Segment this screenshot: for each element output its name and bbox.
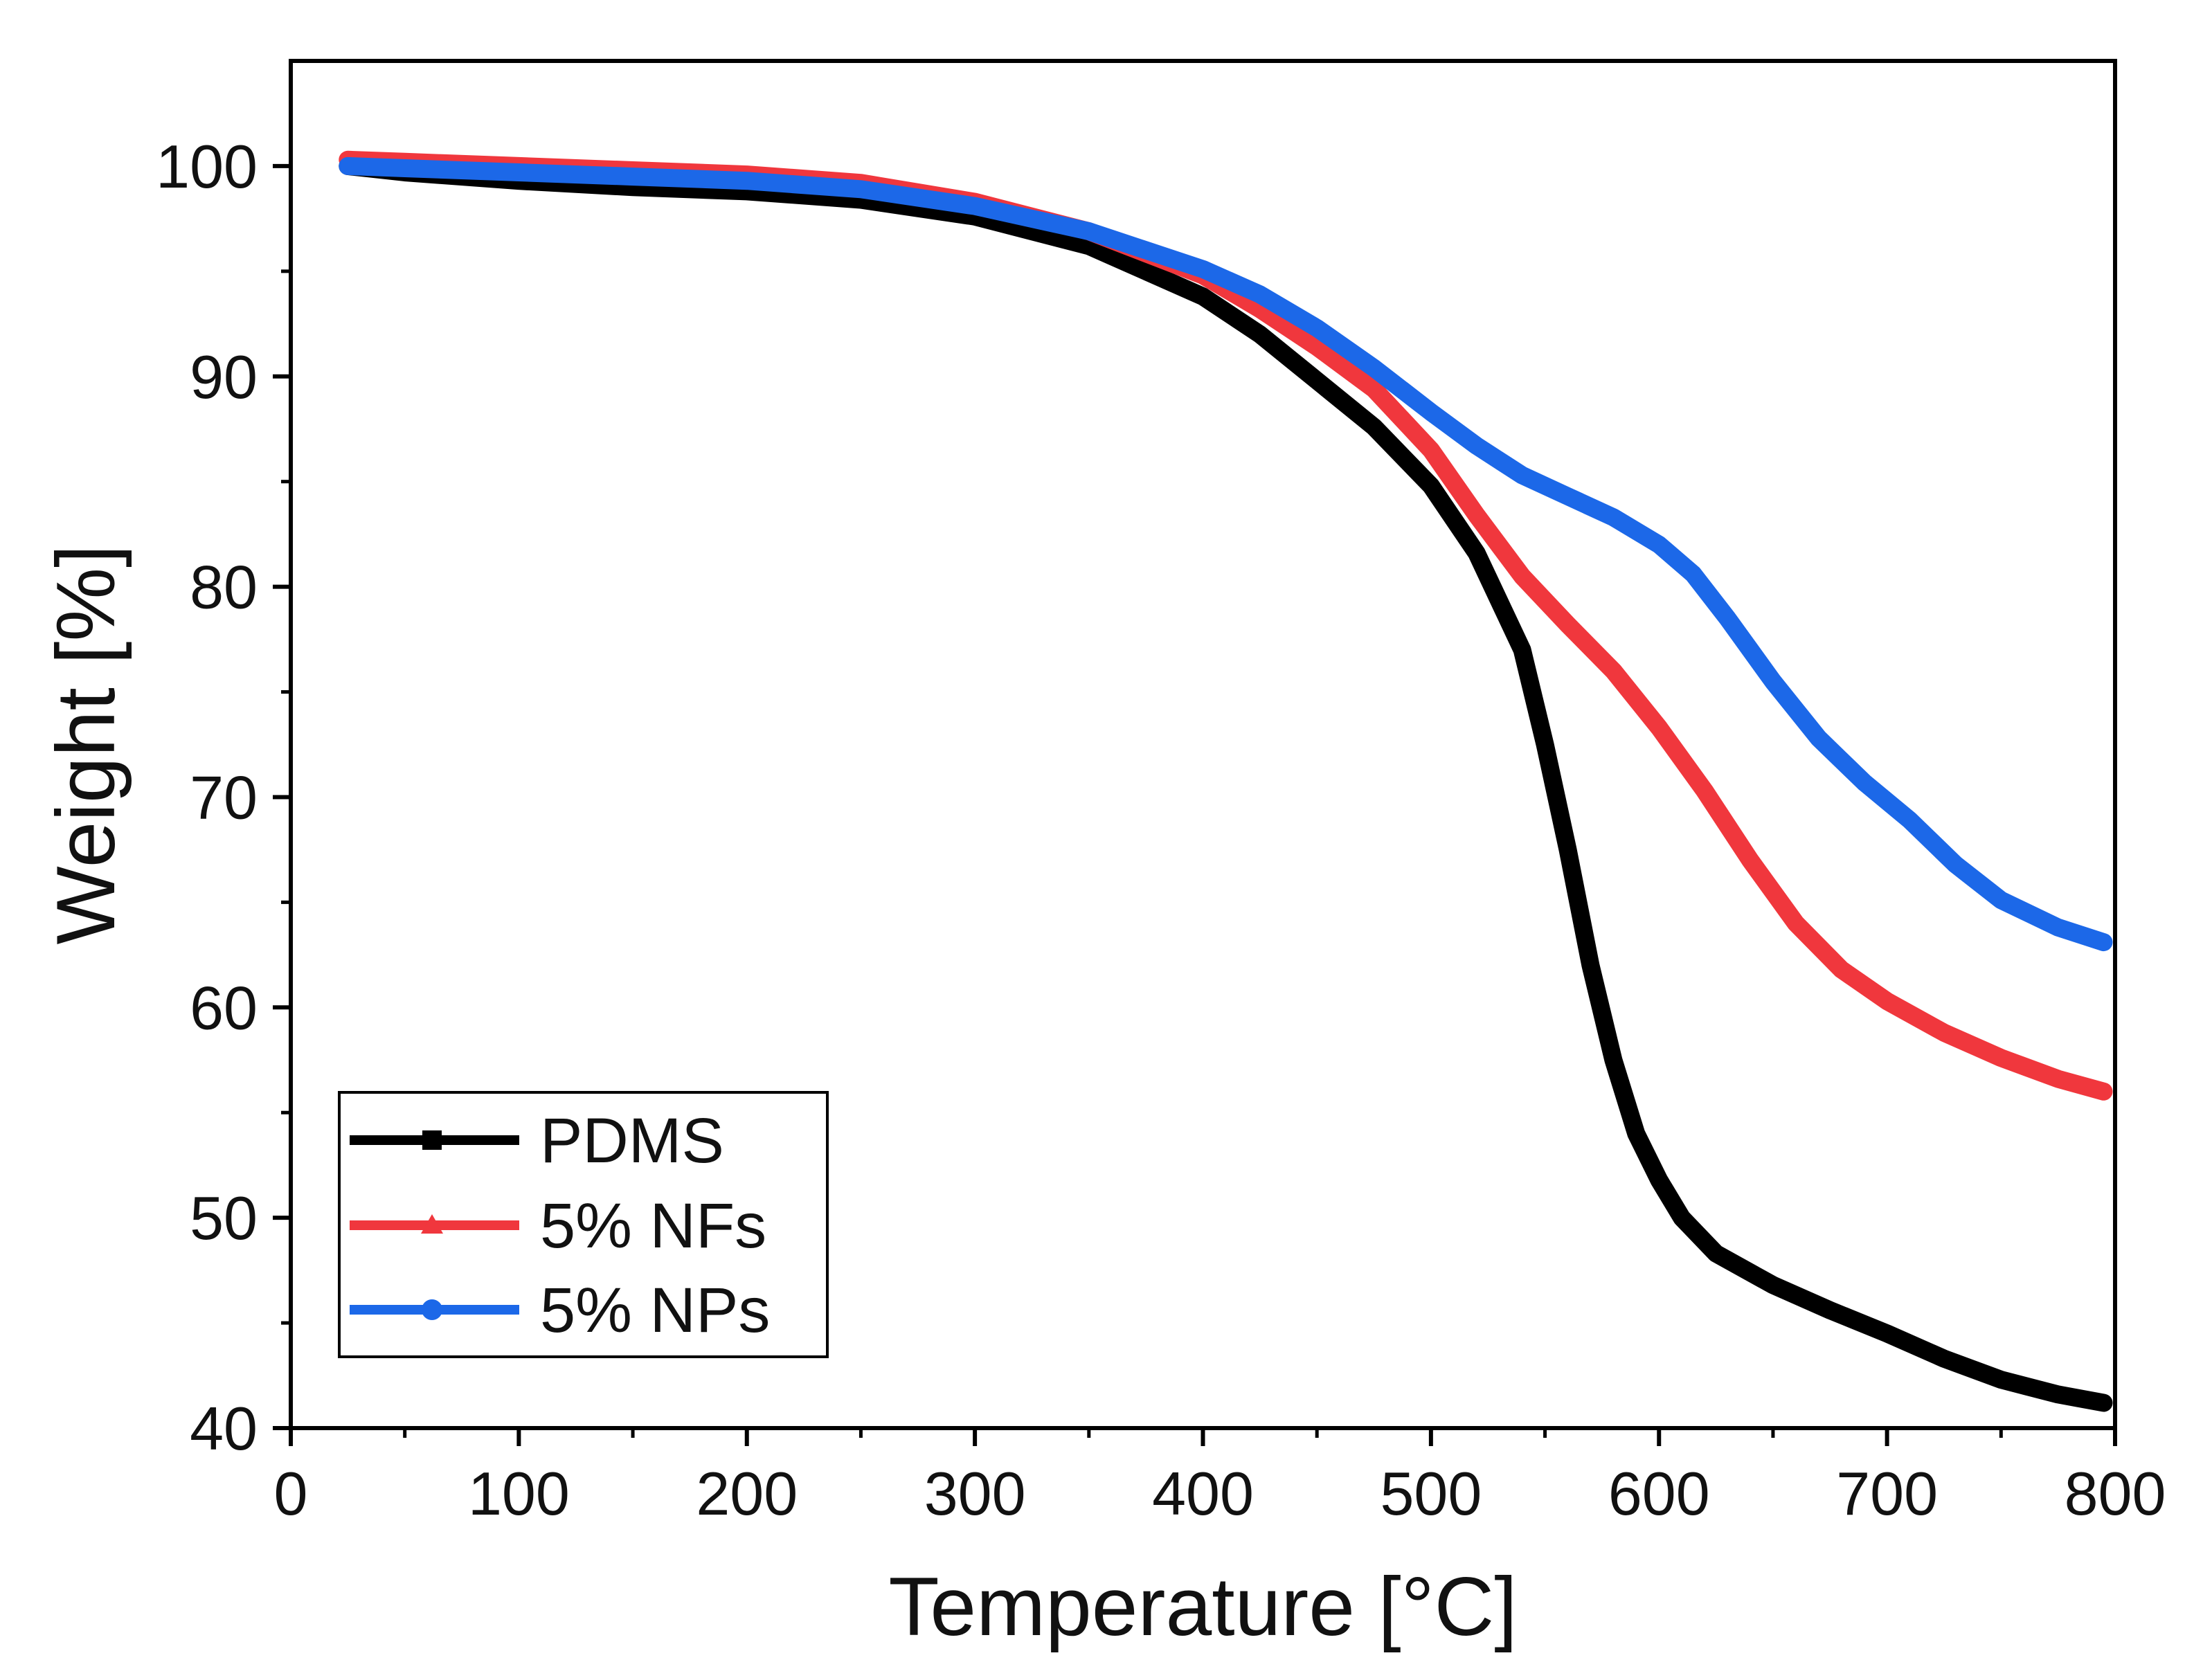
legend-label-0: PDMS: [540, 1106, 724, 1176]
legend-label-1: 5% NFs: [540, 1191, 766, 1261]
legend-marker-0: [422, 1130, 442, 1150]
y-axis-title: Weight [%]: [39, 544, 132, 944]
x-tick-label: 300: [924, 1459, 1026, 1528]
y-tick-label: 60: [190, 973, 258, 1042]
y-tick-label: 100: [156, 132, 258, 201]
x-tick-label: 0: [274, 1459, 308, 1528]
x-tick-label: 200: [696, 1459, 798, 1528]
series-layer: [339, 150, 2113, 1412]
x-tick-label: 100: [468, 1459, 570, 1528]
x-axis-title: Temperature [°C]: [888, 1560, 1517, 1653]
legend-label-2: 5% NPs: [540, 1275, 770, 1346]
y-tick-label: 90: [190, 343, 258, 411]
legend-marker-1: [421, 1214, 443, 1234]
y-tick-label: 50: [190, 1184, 258, 1252]
y-tick-label: 70: [190, 763, 258, 831]
x-axis-ticks: 0 100 200 300 400 500 600 700 800: [274, 1428, 2166, 1528]
x-tick-label: 400: [1152, 1459, 1254, 1528]
legend: PDMS 5% NFs 5% NPs: [338, 1091, 829, 1358]
series-line-2: [339, 156, 2113, 952]
y-tick-label: 40: [190, 1394, 258, 1463]
y-axis-ticks: 40 50 60 70 80 90 100: [156, 132, 291, 1463]
series-line-1: [339, 150, 2113, 1101]
x-tick-label: 600: [1608, 1459, 1710, 1528]
x-tick-label: 800: [2065, 1459, 2166, 1528]
legend-marker-2: [422, 1299, 442, 1320]
x-tick-label: 500: [1380, 1459, 1482, 1528]
x-tick-label: 700: [1836, 1459, 1938, 1528]
y-tick-label: 80: [190, 553, 258, 622]
series-line-0: [339, 156, 2113, 1412]
